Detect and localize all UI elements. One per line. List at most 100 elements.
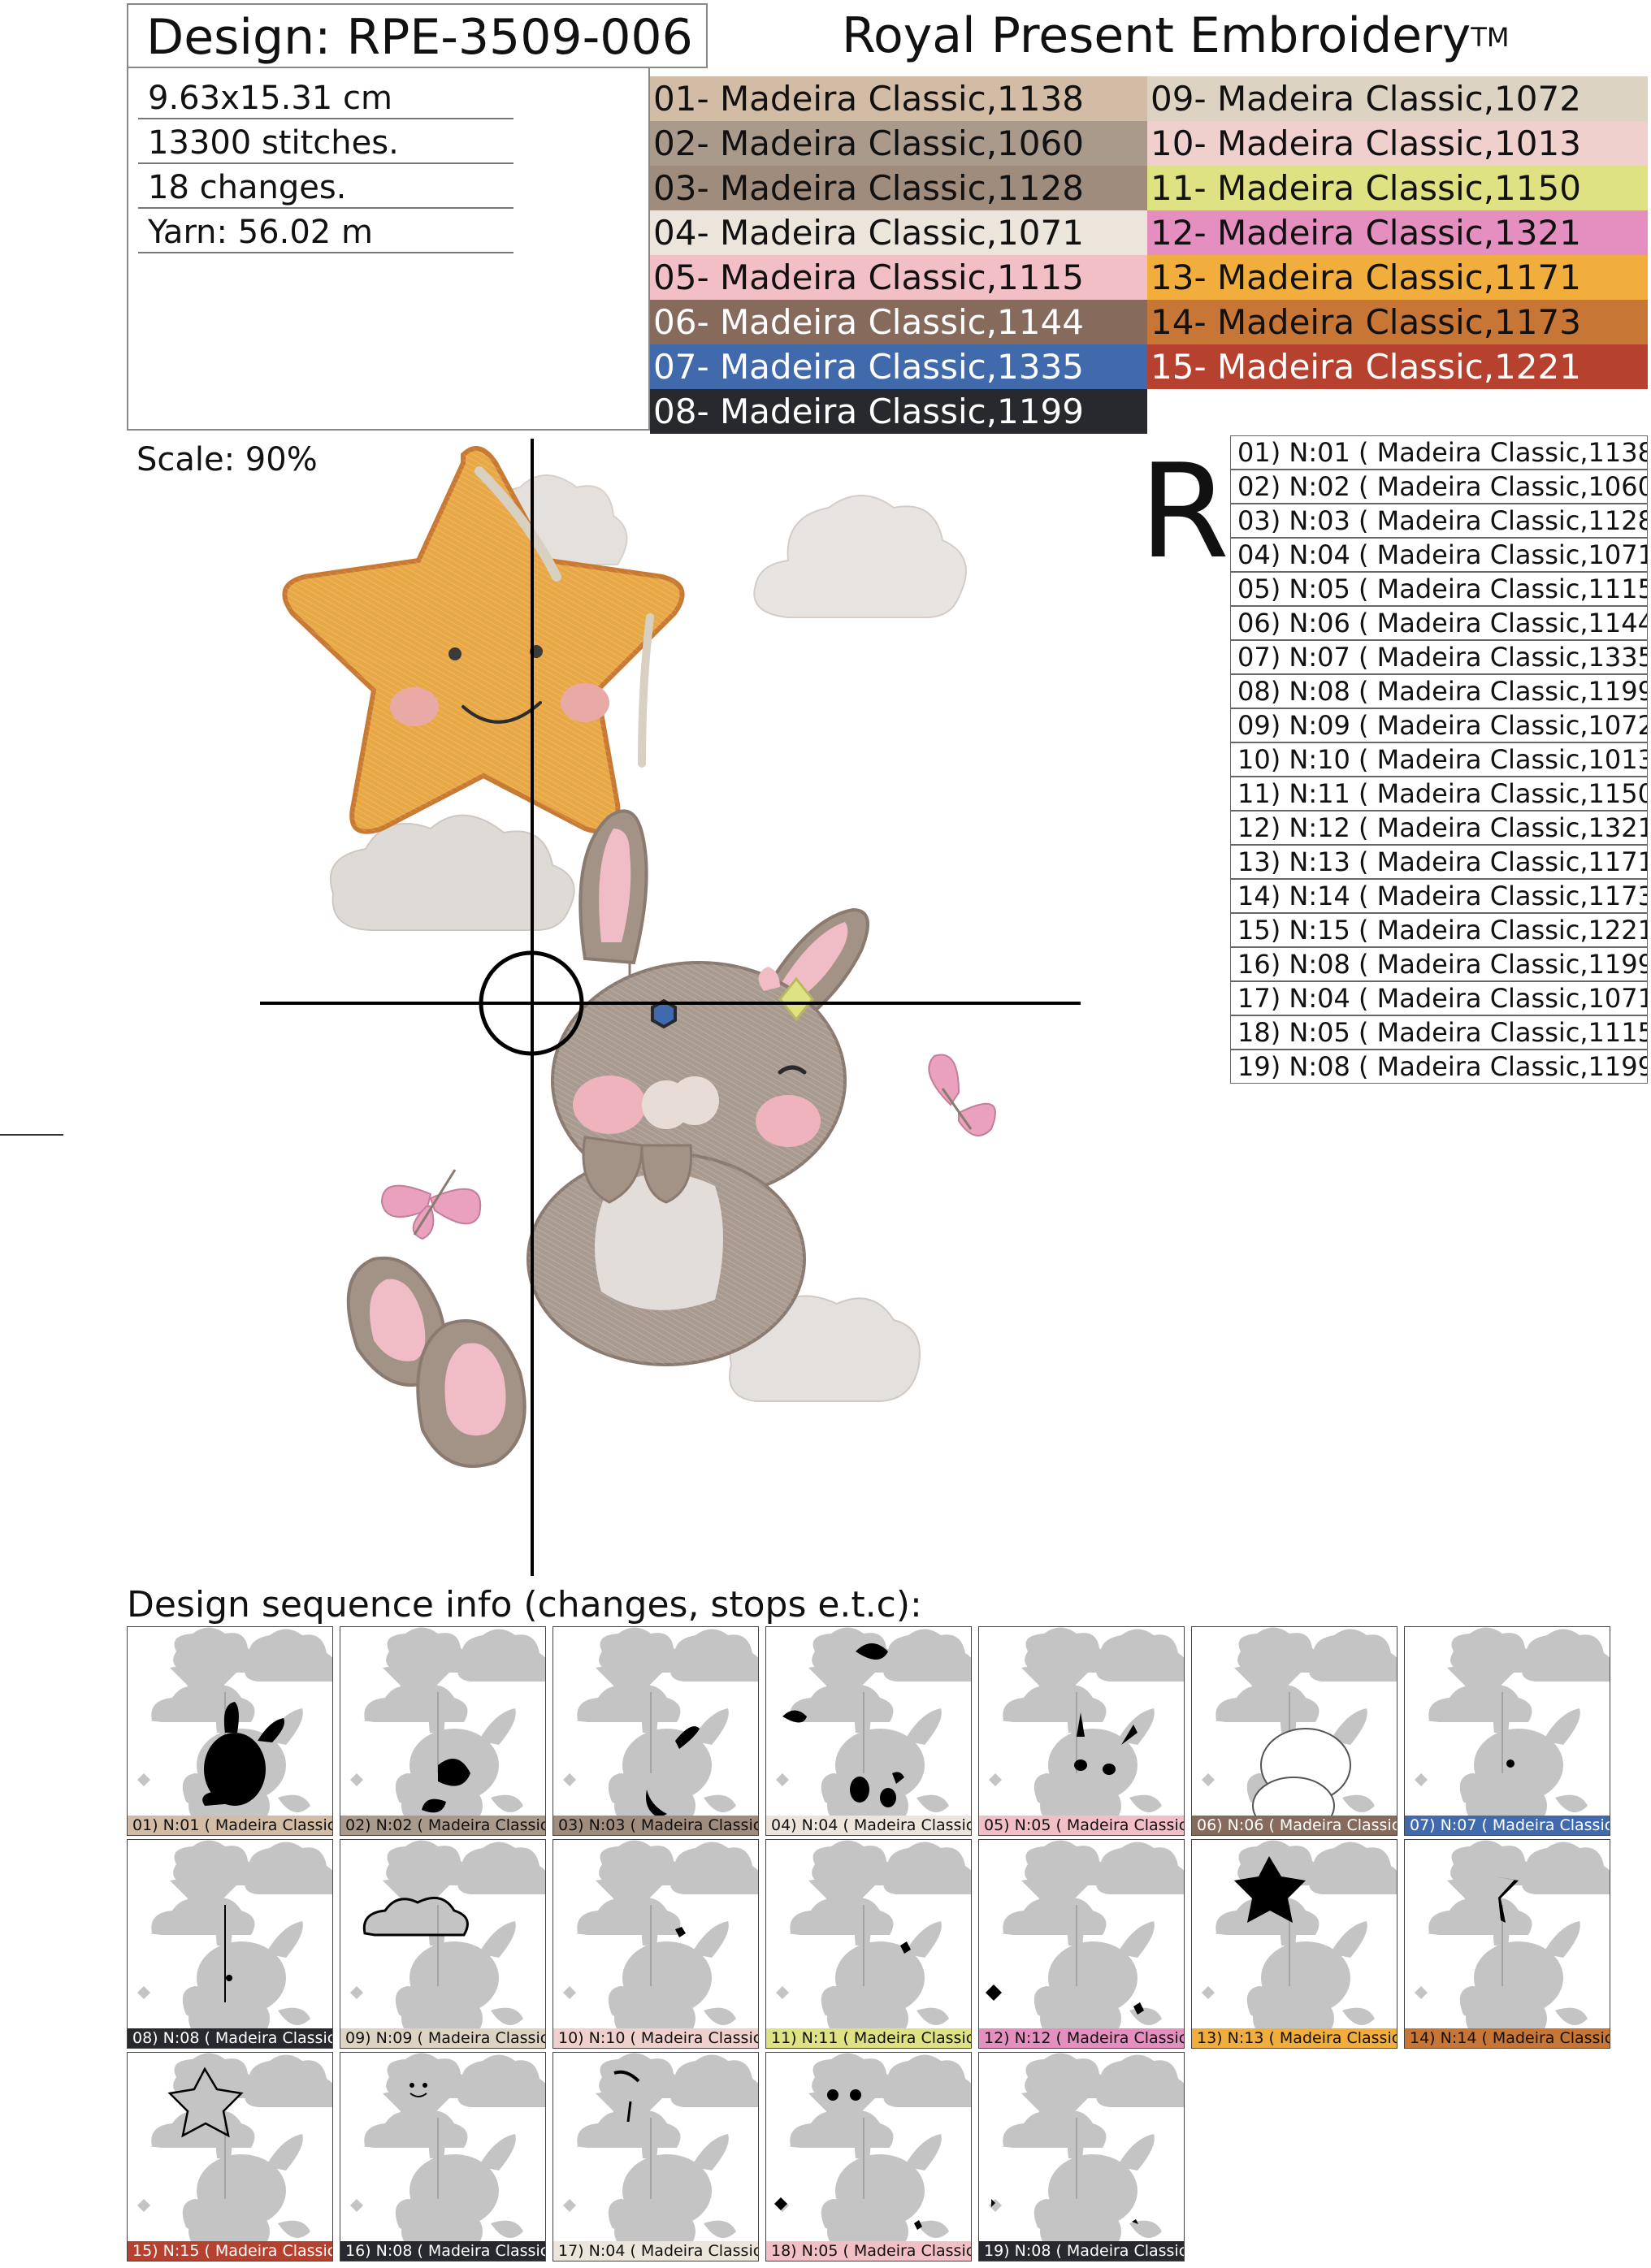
thumbnail-preview — [1202, 1840, 1397, 2030]
thumbnail-label: 18) N:05 ( Madeira Classic, — [766, 2241, 971, 2261]
thumbnail-preview — [137, 1627, 332, 1817]
thread-color-04: 04- Madeira Classic,1071 — [650, 210, 1147, 255]
thumbnail-label: 01) N:01 ( Madeira Classic,1 — [128, 1816, 332, 1835]
stop-row: 04) N:04 ( Madeira Classic,1071) — [1230, 538, 1648, 572]
thumbnail-preview — [350, 1627, 545, 1817]
design-info-panel: 9.63x15.31 cm 13300 stitches. 18 changes… — [127, 68, 650, 431]
stop-row: 14) N:14 ( Madeira Classic,1173) — [1230, 879, 1648, 913]
scale-label: Scale: 90% — [136, 441, 318, 478]
sequence-thumbnail: 05) N:05 ( Madeira Classic — [978, 1626, 1185, 1836]
stop-row: 15) N:15 ( Madeira Classic,1221) — [1230, 913, 1648, 947]
thumbnail-label: 10) N:10 ( Madeira Classic,1 — [553, 2028, 758, 2048]
thread-color-08: 08- Madeira Classic,1199 — [650, 389, 1147, 434]
thumbnail-preview — [563, 1627, 758, 1817]
sequence-thumbnail: 02) N:02 ( Madeira Classic — [340, 1626, 546, 1836]
thumbnail-preview — [563, 2053, 758, 2243]
brand-name: Royal Present Embroidery — [842, 7, 1471, 64]
thread-color-14: 14- Madeira Classic,1173 — [1147, 300, 1648, 344]
thumbnail-label: 06) N:06 ( Madeira Classic — [1192, 1816, 1397, 1835]
thumbnail-label: 19) N:08 ( Madeira Classic, — [979, 2241, 1184, 2261]
sequence-thumbnail: 01) N:01 ( Madeira Classic,1 — [127, 1626, 333, 1836]
stop-row: 03) N:03 ( Madeira Classic,1128) — [1230, 504, 1648, 538]
butterfly-left — [380, 1169, 482, 1240]
sequence-thumbnail: 04) N:04 ( Madeira Classic — [765, 1626, 972, 1836]
brand-title: Royal Present EmbroideryTM — [842, 6, 1509, 65]
thumbnail-label: 08) N:08 ( Madeira Classic — [128, 2028, 332, 2048]
sequence-thumbnail: 10) N:10 ( Madeira Classic,1 — [552, 1839, 759, 2049]
sequence-thumbnail: 03) N:03 ( Madeira Classic — [552, 1626, 759, 1836]
thread-color-10: 10- Madeira Classic,1013 — [1147, 121, 1648, 166]
stop-row: 12) N:12 ( Madeira Classic,1321) — [1230, 811, 1648, 845]
thumbnail-label: 13) N:13 ( Madeira Classic,1 — [1192, 2028, 1397, 2048]
thumbnail-label: 07) N:07 ( Madeira Classic — [1405, 1816, 1610, 1835]
stop-row: 13) N:13 ( Madeira Classic,1171) — [1230, 845, 1648, 879]
sequence-thumbnail: 12) N:12 ( Madeira Classic,1 — [978, 1839, 1185, 2049]
sequence-thumbnail: 16) N:08 ( Madeira Classic, — [340, 2052, 546, 2262]
sequence-thumbnail: 08) N:08 ( Madeira Classic — [127, 1839, 333, 2049]
thumbnail-label: 17) N:04 ( Madeira Classic, — [553, 2241, 758, 2261]
thread-color-01: 01- Madeira Classic,1138 — [650, 76, 1147, 121]
sequence-title: Design sequence info (changes, stops e.t… — [127, 1584, 922, 1625]
thumbnail-label: 16) N:08 ( Madeira Classic, — [340, 2241, 545, 2261]
change-count: 18 changes. — [138, 164, 514, 209]
thumbnail-label: 15) N:15 ( Madeira Classic,1 — [128, 2241, 332, 2261]
stop-row: 07) N:07 ( Madeira Classic,1335) — [1230, 640, 1648, 674]
thumbnail-preview — [1415, 1627, 1610, 1817]
thread-color-07: 07- Madeira Classic,1335 — [650, 344, 1147, 389]
cloud-left — [329, 814, 575, 931]
yarn-length: Yarn: 56.02 m — [138, 209, 514, 253]
sequence-thumbnail: 19) N:08 ( Madeira Classic, — [978, 2052, 1185, 2262]
design-size: 9.63x15.31 cm — [138, 75, 514, 119]
stop-row: 16) N:08 ( Madeira Classic,1199) — [1230, 947, 1648, 981]
center-crosshair — [260, 439, 1081, 1576]
stop-row: 02) N:02 ( Madeira Classic,1060) — [1230, 470, 1648, 504]
sequence-thumbnail: 18) N:05 ( Madeira Classic, — [765, 2052, 972, 2262]
sequence-thumbnail: 06) N:06 ( Madeira Classic — [1191, 1626, 1398, 1836]
thumbnail-preview — [989, 2053, 1184, 2243]
thread-color-06: 06- Madeira Classic,1144 — [650, 300, 1147, 344]
thumbnail-preview — [137, 2053, 332, 2243]
thumbnail-label: 03) N:03 ( Madeira Classic — [553, 1816, 758, 1835]
bunny — [346, 809, 869, 1468]
sequence-thumbnail: 15) N:15 ( Madeira Classic,1 — [127, 2052, 333, 2262]
stop-row: 01) N:01 ( Madeira Classic,1138) — [1230, 435, 1648, 470]
thumbnail-label: 12) N:12 ( Madeira Classic,1 — [979, 2028, 1184, 2048]
stop-row: 09) N:09 ( Madeira Classic,1072) — [1230, 708, 1648, 742]
thumbnail-label: 04) N:04 ( Madeira Classic — [766, 1816, 971, 1835]
butterfly-right — [928, 1054, 996, 1136]
thumbnail-preview — [1202, 1627, 1397, 1817]
thumbnail-preview — [986, 1840, 1184, 2030]
cloud-top-right — [753, 495, 967, 618]
stop-row: 05) N:05 ( Madeira Classic,1115) — [1230, 572, 1648, 606]
stop-row: 10) N:10 ( Madeira Classic,1013) — [1230, 742, 1648, 777]
stop-row: 17) N:04 ( Madeira Classic,1071) — [1230, 981, 1648, 1015]
design-code: Design: RPE-3509-006 — [127, 3, 708, 68]
star-balloon — [282, 446, 685, 834]
thread-color-15: 15- Madeira Classic,1221 — [1147, 344, 1648, 389]
thumbnail-preview — [776, 1627, 971, 1817]
thumbnail-label: 05) N:05 ( Madeira Classic — [979, 1816, 1184, 1835]
thumbnail-preview — [350, 2053, 545, 2243]
stop-row: 18) N:05 ( Madeira Classic,1115) — [1230, 1015, 1648, 1050]
sequence-thumbnail: 14) N:14 ( Madeira Classic,1 — [1404, 1839, 1610, 2049]
thumbnail-preview — [989, 1627, 1184, 1817]
stop-row: 19) N:08 ( Madeira Classic,1199) — [1230, 1050, 1648, 1084]
margin-tick — [0, 1134, 63, 1136]
thumbnail-preview — [776, 1840, 971, 2030]
thumbnail-preview — [1415, 1840, 1610, 2030]
stop-row: 08) N:08 ( Madeira Classic,1199) — [1230, 674, 1648, 708]
thread-color-03: 03- Madeira Classic,1128 — [650, 166, 1147, 210]
thumbnail-preview — [350, 1840, 545, 2030]
trademark-mark: TM — [1471, 22, 1510, 53]
sequence-thumbnail: 11) N:11 ( Madeira Classic,11 — [765, 1839, 972, 2049]
thumbnail-preview — [137, 1840, 332, 2030]
thumbnail-preview — [563, 1840, 758, 2030]
sequence-thumbnail: 09) N:09 ( Madeira Classic — [340, 1839, 546, 2049]
thumbnail-label: 11) N:11 ( Madeira Classic,11 — [766, 2028, 971, 2048]
stop-row: 06) N:06 ( Madeira Classic,1144) — [1230, 606, 1648, 640]
thread-color-11: 11- Madeira Classic,1150 — [1147, 166, 1648, 210]
thumbnail-label: 14) N:14 ( Madeira Classic,1 — [1405, 2028, 1610, 2048]
orientation-mark: R — [1139, 435, 1230, 587]
stop-row: 11) N:11 ( Madeira Classic,1150) — [1230, 777, 1648, 811]
embroidery-preview — [260, 439, 1081, 1576]
